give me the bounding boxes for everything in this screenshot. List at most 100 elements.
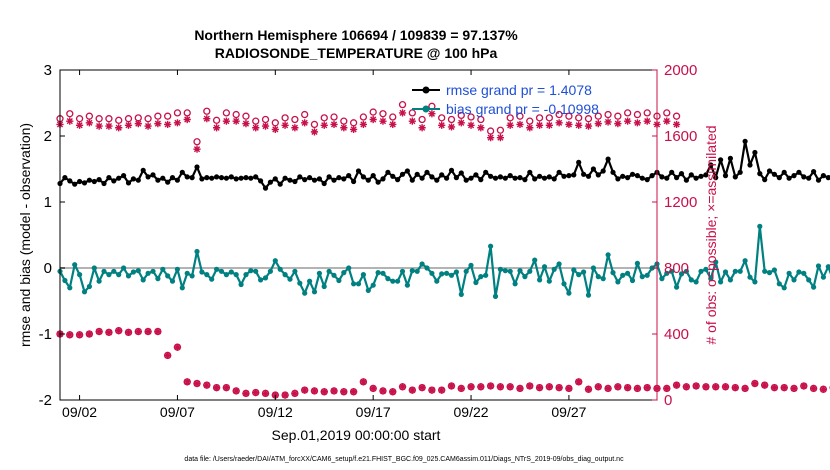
bias-point <box>346 265 352 271</box>
bias-point <box>556 261 562 267</box>
bias-point <box>297 280 303 286</box>
bias-point <box>370 282 376 288</box>
y-left-tick-label: -2 <box>39 392 52 409</box>
low-count-assimilated-marker <box>124 328 133 336</box>
low-count-assimilated-marker <box>281 391 289 399</box>
rmse-point <box>336 175 342 181</box>
low-count-assimilated-marker <box>340 388 348 396</box>
assimilated-marker <box>75 121 84 129</box>
y-right-tick-label: 0 <box>664 392 672 409</box>
assimilated-marker <box>624 117 632 125</box>
y-right-tick-label: 2000 <box>664 62 697 79</box>
low-count-assimilated-marker <box>398 383 407 391</box>
bias-point <box>639 274 645 280</box>
x-tick-label: 09/17 <box>356 404 391 420</box>
rmse-point <box>243 175 249 181</box>
low-count-assimilated-marker <box>164 351 172 360</box>
bias-point <box>551 266 557 272</box>
possible-marker <box>604 110 612 119</box>
low-count-assimilated-marker <box>134 327 142 336</box>
rmse-point <box>375 179 381 185</box>
possible-marker <box>291 115 299 124</box>
bias-point <box>610 270 616 276</box>
bias-point <box>86 283 92 290</box>
rmse-point <box>223 175 229 181</box>
bias-point <box>541 264 548 270</box>
bias-point <box>81 289 88 295</box>
low-count-assimilated-marker <box>741 384 749 393</box>
assimilated-marker <box>330 120 338 129</box>
rmse-point <box>346 173 352 179</box>
rmse-point <box>507 173 513 179</box>
possible-marker <box>349 119 358 127</box>
rmse-point <box>150 172 156 178</box>
bias-point <box>365 287 371 293</box>
bias-point <box>502 268 508 274</box>
possible-marker <box>95 115 103 123</box>
bias-point <box>287 276 293 282</box>
bias-point <box>600 276 606 282</box>
rmse-point <box>762 177 768 183</box>
assimilated-marker <box>183 115 191 124</box>
bias-point <box>590 265 597 271</box>
possible-marker <box>271 119 279 127</box>
possible-marker <box>261 115 270 124</box>
bias-point <box>307 278 313 284</box>
low-count-assimilated-marker <box>770 384 779 392</box>
rmse-point <box>125 180 132 186</box>
low-count-assimilated-marker <box>66 331 74 339</box>
bias-point <box>478 274 484 280</box>
bias-point <box>429 270 435 276</box>
low-count-assimilated-marker <box>154 327 162 336</box>
possible-marker <box>359 113 368 121</box>
low-count-assimilated-marker <box>457 384 465 393</box>
bias-point <box>815 263 822 269</box>
low-count-assimilated-marker <box>633 384 642 393</box>
bias-point <box>262 275 269 281</box>
rmse-point <box>629 171 636 177</box>
rmse-point <box>253 174 259 180</box>
low-count-assimilated-marker <box>712 383 720 391</box>
rmse-point <box>625 175 631 181</box>
low-count-assimilated-marker <box>477 383 485 391</box>
rmse-point <box>718 157 724 163</box>
possible-marker <box>457 111 465 120</box>
rmse-point <box>194 164 200 170</box>
rmse-point <box>678 171 685 177</box>
y-axis-left-label: rmse and bias (model - observation) <box>17 123 33 347</box>
possible-marker <box>535 114 544 122</box>
bias-point <box>698 268 704 274</box>
obs-series-4 <box>56 327 830 399</box>
y-right-tick-label: 400 <box>664 326 689 343</box>
assimilated-marker <box>105 122 113 130</box>
rmse-point <box>492 175 499 181</box>
possible-marker <box>672 112 681 120</box>
rmse-point <box>395 177 401 183</box>
bias-point <box>77 272 83 278</box>
legend-rmse-marker <box>422 86 430 94</box>
rmse-point <box>659 174 665 180</box>
bias-point <box>101 268 107 274</box>
assimilated-marker <box>487 134 495 142</box>
possible-marker <box>232 110 240 119</box>
y-left-tick-label: 1 <box>44 194 52 211</box>
bias-point <box>311 289 318 295</box>
possible-marker <box>75 115 84 123</box>
low-count-assimilated-marker <box>447 382 456 390</box>
bias-point <box>566 290 572 296</box>
rmse-point <box>600 168 606 174</box>
low-count-assimilated-marker <box>379 387 387 395</box>
bias-point <box>434 278 440 284</box>
bias-point <box>825 264 830 270</box>
possible-marker <box>555 110 563 119</box>
bias-point <box>326 268 332 274</box>
possible-marker <box>301 110 309 119</box>
possible-marker <box>526 117 534 125</box>
possible-marker <box>418 115 426 124</box>
rmse-point <box>581 171 587 177</box>
bias-point <box>747 274 753 280</box>
rmse-point <box>81 180 88 186</box>
possible-marker <box>310 120 319 129</box>
bias-point <box>91 265 97 271</box>
